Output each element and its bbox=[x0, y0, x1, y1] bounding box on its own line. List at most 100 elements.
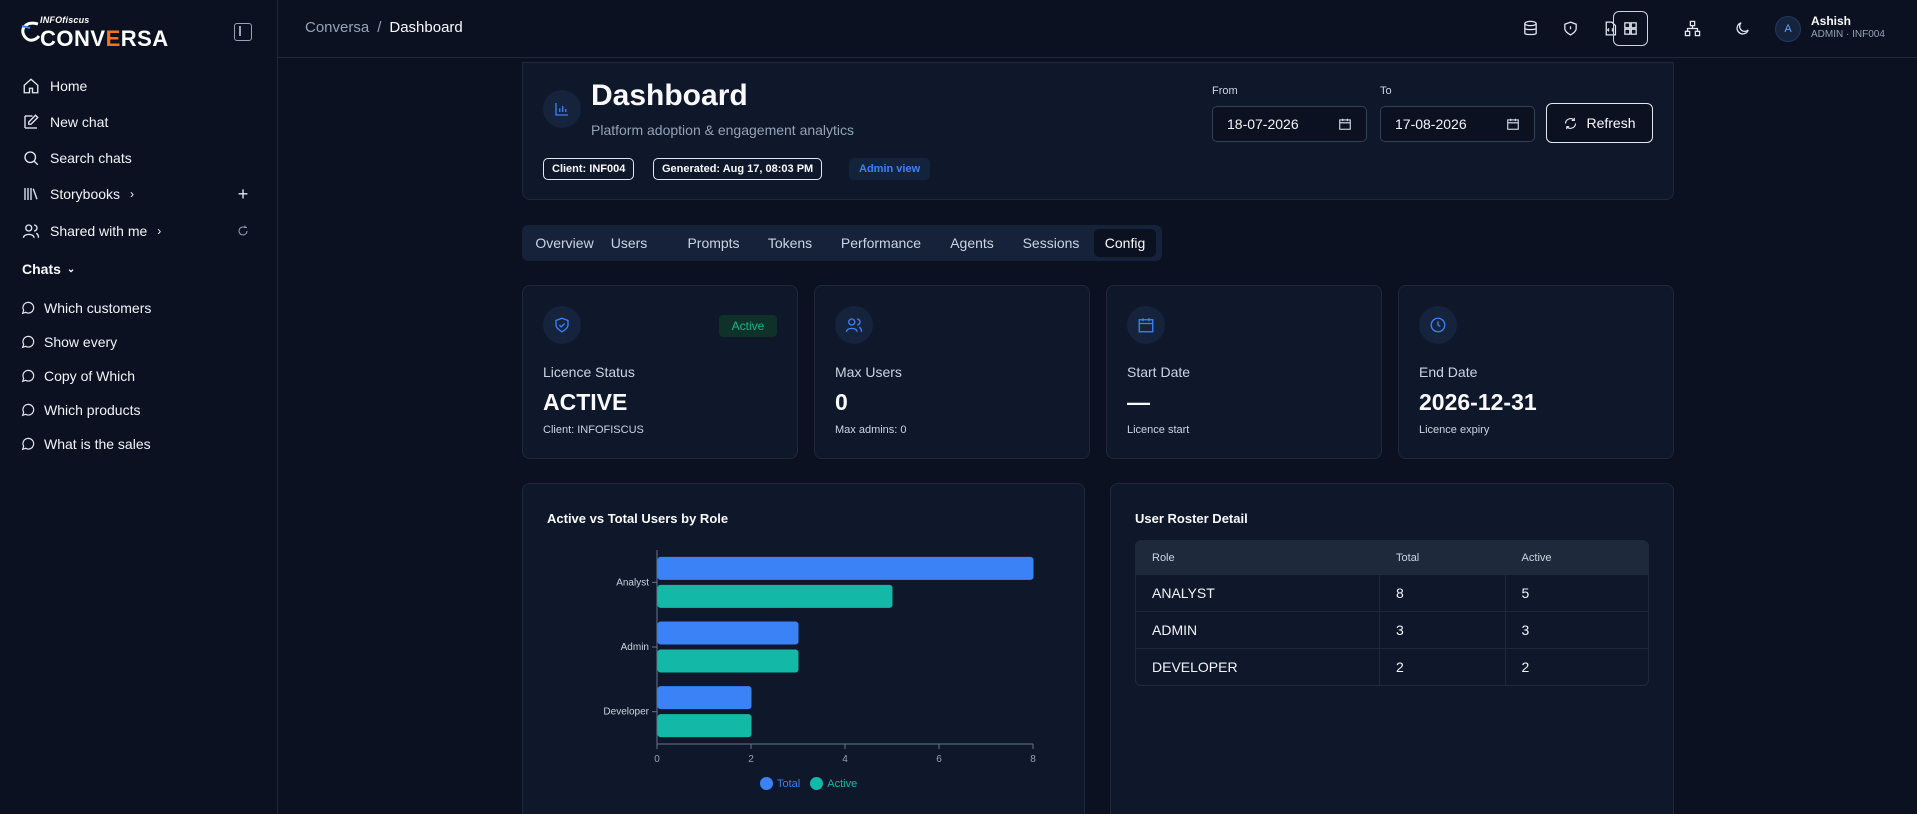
table-cell: 3 bbox=[1380, 612, 1506, 648]
refresh-shared-icon[interactable] bbox=[235, 223, 251, 239]
sidebar-item-storybooks[interactable]: Storybooks › bbox=[22, 182, 134, 206]
chat-bubble-icon bbox=[21, 437, 35, 451]
brand-name: CONVERSA bbox=[40, 26, 169, 51]
chats-heading: Chats bbox=[22, 261, 61, 277]
tab-users[interactable]: Users bbox=[610, 235, 648, 251]
sidebar-item-shared-with-me[interactable]: Shared with me › bbox=[22, 219, 161, 243]
tab-overview[interactable]: Overview bbox=[535, 235, 594, 251]
bar-total-admin bbox=[657, 621, 799, 645]
y-tick-label: Analyst bbox=[616, 577, 649, 588]
legend-item-active[interactable]: Active bbox=[810, 777, 857, 790]
chat-title: Which customers bbox=[44, 300, 152, 316]
breadcrumb-separator: / bbox=[377, 19, 382, 36]
calendar-icon[interactable] bbox=[1338, 117, 1352, 131]
calendar-icon bbox=[1127, 306, 1165, 344]
bar-active-developer bbox=[657, 714, 752, 738]
bar-total-developer bbox=[657, 686, 752, 710]
chat-item[interactable]: Show every bbox=[20, 334, 117, 350]
library-icon bbox=[24, 188, 38, 200]
bar-active-analyst bbox=[657, 584, 893, 608]
table-row: ADMIN 3 3 bbox=[1136, 611, 1648, 648]
shield-check-icon bbox=[543, 306, 581, 344]
column-header[interactable]: Role bbox=[1152, 551, 1175, 564]
legend-label: Active bbox=[827, 777, 858, 790]
tab-config[interactable]: Config bbox=[1094, 229, 1156, 257]
tab-prompts[interactable]: Prompts bbox=[687, 235, 740, 251]
stat-label: Max Users bbox=[835, 364, 902, 380]
stat-subtext: Licence expiry bbox=[1419, 424, 1490, 436]
stat-value: 2026-12-31 bbox=[1419, 389, 1537, 415]
database-icon[interactable] bbox=[1518, 16, 1542, 40]
stat-subtext: Client: INFOFISCUS bbox=[543, 424, 644, 436]
breadcrumb: Conversa / Dashboard bbox=[305, 19, 463, 36]
theme-moon-icon[interactable] bbox=[1730, 16, 1754, 40]
sidebar-item-label: Home bbox=[50, 78, 88, 94]
file-code-icon[interactable] bbox=[1598, 16, 1622, 40]
stat-subtext: Max admins: 0 bbox=[835, 424, 907, 436]
column-header[interactable]: Active bbox=[1521, 551, 1552, 564]
add-storybook-icon[interactable]: + bbox=[237, 183, 249, 204]
column-header[interactable]: Total bbox=[1396, 551, 1420, 564]
calendar-icon[interactable] bbox=[1506, 117, 1520, 131]
legend-swatch bbox=[760, 777, 773, 790]
status-badge: Active bbox=[719, 315, 777, 337]
tab-sessions[interactable]: Sessions bbox=[1022, 235, 1080, 251]
table-cell: 8 bbox=[1380, 575, 1506, 611]
sidebar-item-new-chat[interactable]: New chat bbox=[22, 110, 108, 134]
tab-bar: Overview Users Prompts Tokens Performanc… bbox=[522, 225, 1162, 261]
to-date-value: 17-08-2026 bbox=[1395, 116, 1467, 132]
edit-icon bbox=[24, 114, 39, 129]
bar-chart: 0 2 4 6 8 Analyst Admin Developer bbox=[603, 550, 1036, 765]
user-role: ADMIN · INF004 bbox=[1811, 29, 1885, 40]
chat-item[interactable]: Which products bbox=[20, 402, 140, 418]
users-icon bbox=[835, 306, 873, 344]
sidebar-collapse-icon[interactable] bbox=[234, 23, 252, 41]
chats-section-toggle[interactable]: Chats ⌄ bbox=[22, 261, 75, 277]
table-row: ANALYST 8 5 bbox=[1136, 574, 1648, 611]
x-tick-label: 8 bbox=[1030, 754, 1036, 765]
from-date-input[interactable]: 18-07-2026 bbox=[1212, 106, 1367, 142]
logo-swoosh-icon bbox=[21, 21, 41, 42]
bar-active-admin bbox=[657, 649, 799, 673]
avatar[interactable]: A bbox=[1775, 16, 1801, 42]
chat-title: Which products bbox=[44, 402, 141, 418]
shield-icon[interactable] bbox=[1558, 16, 1582, 40]
roster-table: Role Total Active ANALYST 8 5 ADMIN 3 3 … bbox=[1135, 540, 1649, 686]
table-cell: DEVELOPER bbox=[1136, 649, 1381, 685]
table-row: DEVELOPER 2 2 bbox=[1136, 648, 1648, 685]
tab-performance[interactable]: Performance bbox=[840, 235, 922, 251]
users-icon bbox=[22, 224, 40, 238]
hierarchy-icon[interactable] bbox=[1680, 16, 1704, 40]
from-label: From bbox=[1212, 85, 1238, 97]
to-date-input[interactable]: 17-08-2026 bbox=[1380, 106, 1535, 142]
chat-item[interactable]: Which customers bbox=[20, 300, 151, 316]
home-icon bbox=[23, 78, 39, 94]
from-date-value: 18-07-2026 bbox=[1227, 116, 1299, 132]
stat-value: — bbox=[1127, 389, 1150, 415]
table-cell: 2 bbox=[1521, 659, 1530, 675]
chevron-down-icon: ⌄ bbox=[66, 263, 76, 275]
chat-item[interactable]: What is the sales bbox=[20, 436, 151, 452]
chat-bubble-icon bbox=[21, 369, 35, 383]
bar-total-analyst bbox=[657, 556, 1034, 580]
refresh-button[interactable]: Refresh bbox=[1546, 103, 1653, 143]
stat-value: ACTIVE bbox=[543, 389, 628, 415]
refresh-label: Refresh bbox=[1586, 115, 1636, 131]
table-header-row: Role Total Active bbox=[1136, 541, 1648, 574]
tab-tokens[interactable]: Tokens bbox=[767, 235, 813, 251]
tab-agents[interactable]: Agents bbox=[950, 235, 994, 251]
generated-chip: Generated: Aug 17, 08:03 PM bbox=[653, 158, 823, 180]
stat-subtext: Licence start bbox=[1127, 424, 1190, 436]
legend-item-total[interactable]: Total bbox=[760, 777, 800, 790]
chat-item[interactable]: Copy of Which bbox=[20, 368, 135, 384]
chat-bubble-icon bbox=[21, 335, 35, 349]
user-name[interactable]: Ashish bbox=[1811, 14, 1852, 28]
y-tick-label: Developer bbox=[603, 707, 649, 718]
breadcrumb-root[interactable]: Conversa bbox=[305, 19, 370, 36]
dashboard-grid-icon[interactable] bbox=[1613, 11, 1648, 46]
sidebar-item-home[interactable]: Home bbox=[22, 74, 87, 98]
sidebar-item-search-chats[interactable]: Search chats bbox=[22, 146, 132, 170]
breadcrumb-current: Dashboard bbox=[389, 19, 463, 36]
sidebar-item-label: New chat bbox=[50, 114, 109, 130]
brand-logo[interactable]: INFOfiscus CONVERSA bbox=[18, 14, 178, 54]
